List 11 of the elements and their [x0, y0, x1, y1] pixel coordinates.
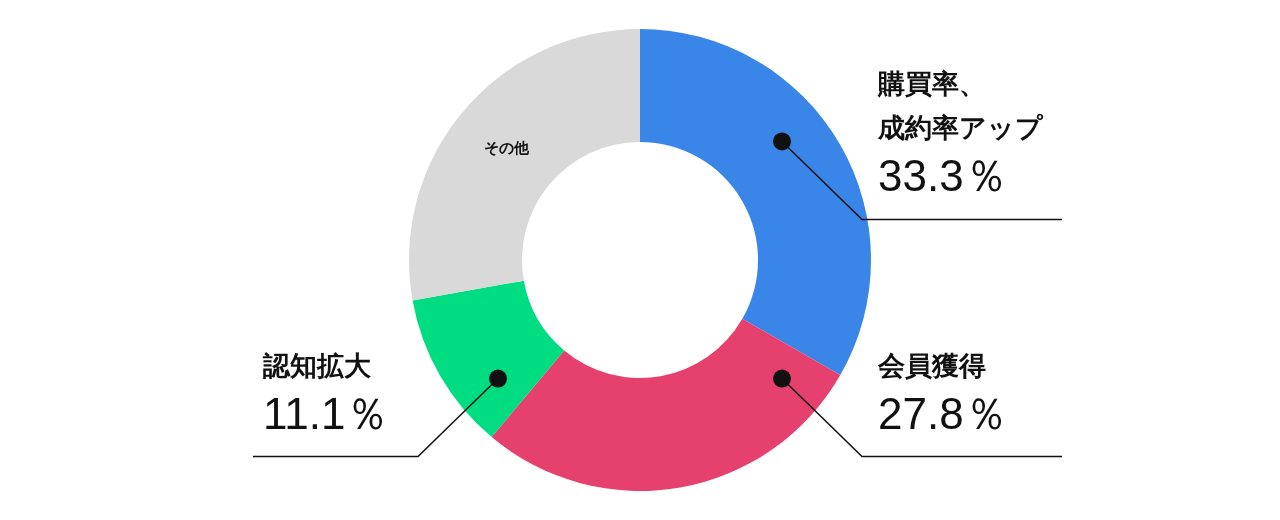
- data-label: 33.3％: [878, 151, 1008, 201]
- data-label: 11.1％: [263, 388, 390, 438]
- slice-label: 購買率、成約率アップ: [877, 68, 1044, 144]
- donut-slice: [491, 318, 841, 491]
- slice-label: 会員獲得: [877, 349, 986, 381]
- donut-slice: [412, 280, 565, 438]
- slice-label: 認知拡大: [262, 349, 372, 381]
- donut-slice: [409, 29, 640, 301]
- data-label: 27.8％: [878, 388, 1008, 438]
- donut-slice: [640, 29, 871, 376]
- slice-label: その他: [483, 138, 530, 157]
